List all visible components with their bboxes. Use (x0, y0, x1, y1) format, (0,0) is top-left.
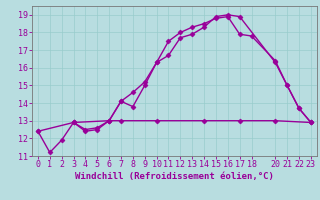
X-axis label: Windchill (Refroidissement éolien,°C): Windchill (Refroidissement éolien,°C) (75, 172, 274, 181)
